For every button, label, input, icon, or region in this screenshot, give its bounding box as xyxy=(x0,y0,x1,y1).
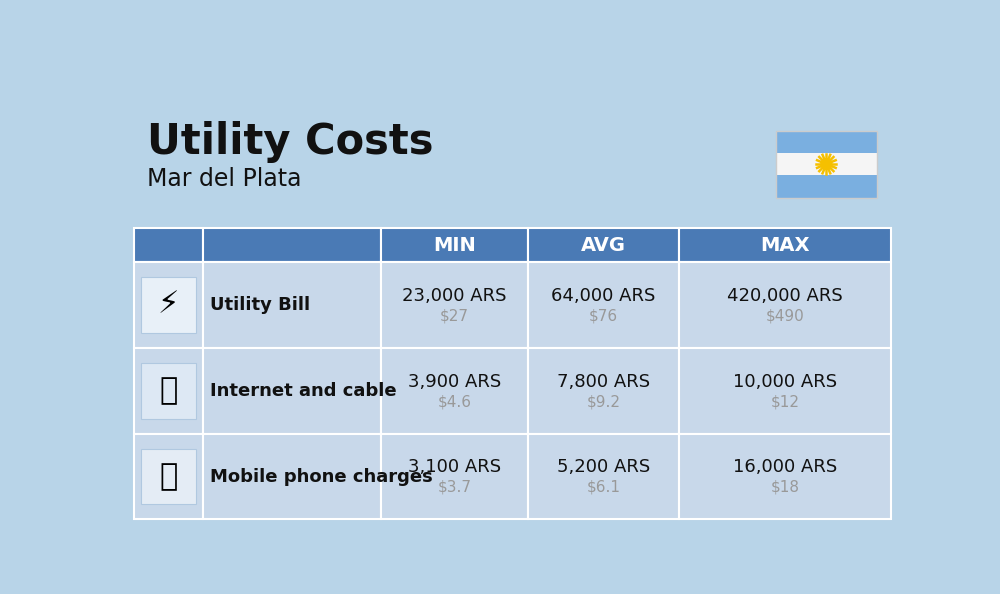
Bar xyxy=(134,228,202,262)
Text: 5,200 ARS: 5,200 ARS xyxy=(557,459,650,476)
Bar xyxy=(776,153,877,175)
Text: $3.7: $3.7 xyxy=(437,480,471,495)
Text: $9.2: $9.2 xyxy=(587,394,621,409)
Text: $490: $490 xyxy=(766,308,804,323)
Bar xyxy=(202,434,381,519)
Text: $18: $18 xyxy=(770,480,799,495)
Text: $4.6: $4.6 xyxy=(437,394,471,409)
Bar xyxy=(134,434,202,519)
Text: ⚡: ⚡ xyxy=(158,290,179,320)
Bar xyxy=(776,175,877,198)
Bar xyxy=(140,277,196,333)
Bar xyxy=(776,131,877,153)
Bar xyxy=(528,262,679,348)
Text: $76: $76 xyxy=(589,308,618,323)
Text: $12: $12 xyxy=(770,394,799,409)
Bar xyxy=(140,363,196,419)
Text: $27: $27 xyxy=(440,308,469,323)
Text: Utility Costs: Utility Costs xyxy=(147,121,433,163)
Bar xyxy=(528,348,679,434)
Text: 23,000 ARS: 23,000 ARS xyxy=(402,287,507,305)
Bar xyxy=(381,228,528,262)
Bar xyxy=(202,348,381,434)
Bar xyxy=(776,131,877,198)
Text: AVG: AVG xyxy=(581,236,626,255)
Text: 3,900 ARS: 3,900 ARS xyxy=(408,372,501,391)
Bar xyxy=(381,434,528,519)
Text: 7,800 ARS: 7,800 ARS xyxy=(557,372,650,391)
Text: Utility Bill: Utility Bill xyxy=(210,296,310,314)
Text: Mobile phone charges: Mobile phone charges xyxy=(210,467,433,485)
Text: MIN: MIN xyxy=(433,236,476,255)
Bar xyxy=(528,228,679,262)
Bar xyxy=(679,434,891,519)
Text: 📱: 📱 xyxy=(159,462,178,491)
Bar xyxy=(134,348,202,434)
Bar xyxy=(679,348,891,434)
Bar xyxy=(381,262,528,348)
Bar xyxy=(202,262,381,348)
Text: Mar del Plata: Mar del Plata xyxy=(147,167,301,191)
Bar xyxy=(202,228,381,262)
Text: 📶: 📶 xyxy=(159,377,178,405)
Text: Internet and cable: Internet and cable xyxy=(210,382,397,400)
Text: 16,000 ARS: 16,000 ARS xyxy=(733,459,837,476)
Text: MAX: MAX xyxy=(760,236,810,255)
Bar xyxy=(679,228,891,262)
Bar xyxy=(140,449,196,504)
Bar xyxy=(528,434,679,519)
Bar xyxy=(381,348,528,434)
Text: $6.1: $6.1 xyxy=(587,480,621,495)
Bar xyxy=(679,262,891,348)
Text: 420,000 ARS: 420,000 ARS xyxy=(727,287,843,305)
Text: 3,100 ARS: 3,100 ARS xyxy=(408,459,501,476)
Text: 64,000 ARS: 64,000 ARS xyxy=(551,287,656,305)
Circle shape xyxy=(821,159,832,169)
Text: 10,000 ARS: 10,000 ARS xyxy=(733,372,837,391)
Bar xyxy=(134,262,202,348)
